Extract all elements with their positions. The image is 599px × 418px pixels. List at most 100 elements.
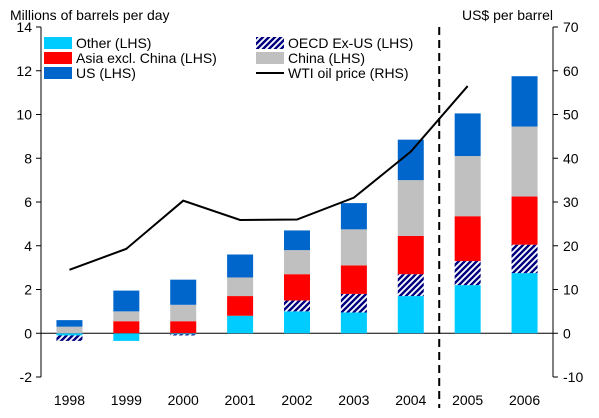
right-tick-label: 60: [563, 63, 579, 79]
bar-segment-oecd: [511, 244, 538, 274]
x-tick-label: 2001: [225, 392, 256, 408]
legend-item-china: China (LHS): [256, 50, 365, 66]
right-tick-label: 40: [563, 150, 579, 166]
legend-item-line: WTI oil price (RHS): [256, 65, 409, 81]
bar-segment-oecd: [397, 274, 424, 297]
bar-segment-china: [397, 180, 424, 236]
bar-stack-2000: [170, 279, 197, 336]
bar-segment-china: [454, 156, 481, 217]
legend-label: OECD Ex-US (LHS): [288, 35, 413, 51]
bar-segment-asia: [113, 321, 140, 334]
bar-segment-other: [511, 273, 538, 334]
bar-segment-asia: [511, 196, 538, 245]
bar-segment-other: [56, 333, 83, 336]
bar-stack-2005: [454, 113, 481, 334]
right-tick-label: 20: [563, 238, 579, 254]
left-tick-label: 4: [24, 238, 32, 254]
x-tick-label: 1999: [111, 392, 142, 408]
bar-segment-us: [454, 113, 481, 157]
bar-stack-2003: [340, 203, 367, 334]
left-tick-label: 14: [16, 19, 32, 35]
bar-segment-china: [284, 250, 310, 275]
bar-segment-other: [113, 333, 140, 341]
bar-segment-other: [340, 312, 367, 334]
right-tick-label: 50: [563, 107, 579, 123]
left-axis-ticks: -2 0 2 4 6 8 10 12 14: [16, 19, 41, 385]
bar-segment-asia: [170, 321, 197, 334]
legend-item-other: Other (LHS): [44, 35, 151, 51]
legend-label: WTI oil price (RHS): [288, 65, 409, 81]
legend-label: US (LHS): [76, 65, 136, 81]
bar-stack-2002: [284, 230, 310, 334]
stacked-bars: [56, 76, 538, 341]
left-tick-label: 8: [24, 150, 32, 166]
wti-price-series: [69, 85, 469, 271]
bar-stack-2006: [511, 76, 538, 334]
bar-segment-us: [511, 76, 538, 127]
bar-segment-other: [397, 296, 424, 334]
bar-stack-1999: [113, 290, 140, 341]
bar-segment-oecd: [170, 334, 197, 336]
right-axis-ticks: -10 0 10 20 30 40 50 60 70: [553, 19, 583, 385]
x-tick-label: 2000: [168, 392, 199, 408]
x-tick-label: 2005: [452, 392, 483, 408]
legend-label: China (LHS): [288, 50, 365, 66]
legend-label: Asia excl. China (LHS): [76, 50, 217, 66]
bar-segment-asia: [227, 296, 254, 316]
x-tick-label: 2006: [509, 392, 540, 408]
left-tick-label: 2: [24, 282, 32, 298]
left-tick-label: -2: [20, 369, 33, 385]
x-tick-label: 2004: [395, 392, 426, 408]
right-tick-label: -10: [563, 369, 583, 385]
bar-segment-china: [340, 229, 367, 266]
bar-segment-us: [170, 279, 197, 305]
x-tick-label: 1998: [54, 392, 85, 408]
left-tick-label: 10: [16, 107, 32, 123]
left-tick-label: 0: [24, 325, 32, 341]
bar-segment-oecd: [340, 293, 367, 313]
left-tick-label: 6: [24, 194, 32, 210]
bar-segment-asia: [284, 274, 310, 301]
legend-item-us: US (LHS): [44, 65, 136, 81]
bar-segment-other: [284, 311, 310, 334]
legend: Other (LHS) OECD Ex-US (LHS) Asia excl. Ch…: [44, 35, 413, 81]
bar-segment-asia: [454, 216, 481, 262]
bar-segment-other: [227, 315, 254, 334]
bar-segment-china: [227, 277, 254, 297]
left-tick-label: 12: [16, 63, 32, 79]
bar-segment-us: [113, 290, 140, 312]
left-axis-title: Millions of barrels per day: [10, 7, 170, 23]
wti-price-line: [69, 85, 469, 271]
legend-swatch-asia: [44, 52, 72, 64]
x-tick-label: 2002: [281, 392, 312, 408]
legend-item-asia: Asia excl. China (LHS): [44, 50, 217, 66]
right-axis-title: US$ per barrel: [462, 7, 553, 23]
bar-segment-us: [284, 230, 310, 251]
bar-segment-asia: [340, 265, 367, 294]
x-axis-labels: 1998 1999 2000 2001 2002 2003 2004 2005 2006: [54, 392, 540, 408]
bar-segment-us: [56, 320, 83, 327]
bar-segment-china: [511, 126, 538, 197]
legend-swatch-china: [256, 52, 284, 64]
legend-swatch-other: [44, 37, 72, 49]
bar-segment-oecd: [56, 335, 83, 341]
bar-segment-oecd: [454, 261, 481, 286]
x-tick-label: 2003: [338, 392, 369, 408]
legend-label: Other (LHS): [76, 35, 151, 51]
bar-segment-china: [113, 311, 140, 322]
right-tick-label: 10: [563, 282, 579, 298]
bar-segment-china: [170, 304, 197, 322]
bar-segment-oecd: [284, 300, 310, 312]
legend-swatch-oecd: [256, 37, 284, 49]
right-tick-label: 30: [563, 194, 579, 210]
bar-segment-other: [454, 285, 481, 334]
bar-segment-us: [227, 254, 254, 278]
bar-stack-2004: [397, 139, 424, 334]
legend-item-oecd: OECD Ex-US (LHS): [256, 35, 413, 51]
bar-segment-other: [170, 333, 197, 335]
bar-stack-2001: [227, 254, 254, 334]
right-tick-label: 0: [563, 325, 571, 341]
right-tick-label: 70: [563, 19, 579, 35]
bar-segment-us: [340, 203, 367, 230]
